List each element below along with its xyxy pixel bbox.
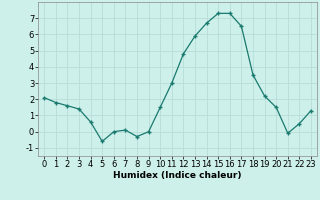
X-axis label: Humidex (Indice chaleur): Humidex (Indice chaleur) [113,171,242,180]
